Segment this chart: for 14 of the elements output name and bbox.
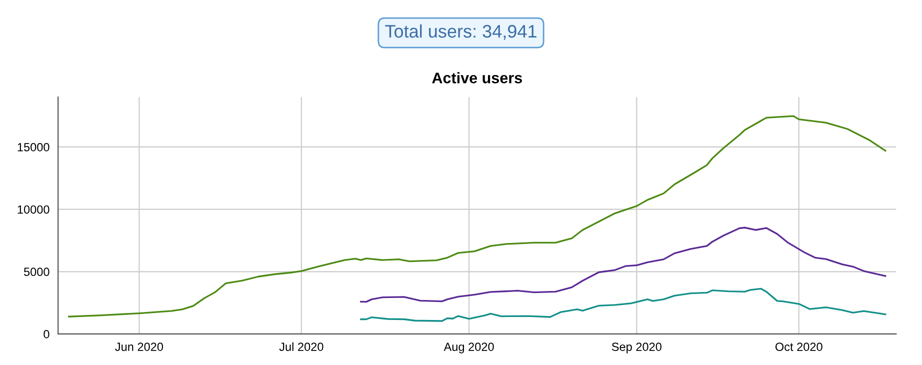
y-tick-label: 15000 — [18, 142, 50, 152]
chart-title: Active users — [432, 72, 522, 84]
x-tick-label: Aug 2020 — [444, 342, 494, 354]
x-tick-label: Oct 2020 — [775, 342, 822, 351]
x-tick-label: Sep 2020 — [612, 342, 662, 354]
text: Total users: 34,941 — [385, 24, 536, 40]
y-tick-label: 0 — [44, 330, 50, 338]
line-series — [360, 288, 886, 322]
line-series — [68, 115, 886, 318]
x-tick-label: Jun 2020 — [115, 342, 164, 351]
y-tick-label: 5000 — [24, 268, 50, 276]
y-tick-label: 10000 — [18, 205, 50, 214]
line-series — [360, 226, 886, 303]
x-tick-label: Jul 2020 — [279, 342, 324, 351]
